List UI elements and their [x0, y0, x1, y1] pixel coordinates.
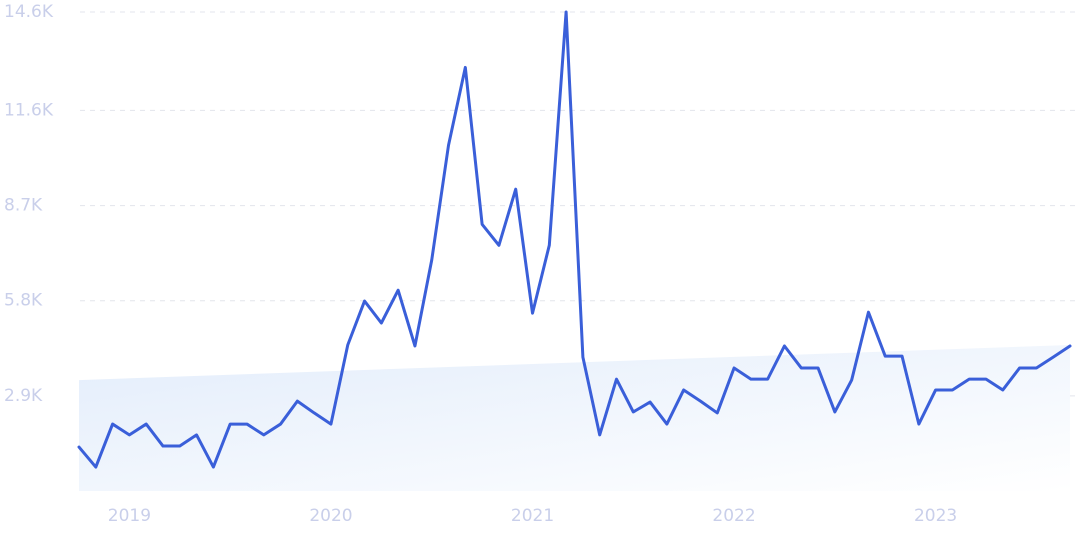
- x-tick-label: 2020: [309, 506, 352, 526]
- data-line: [77, 10, 1072, 469]
- y-tick-label: 2.9K: [4, 386, 43, 406]
- x-tick-label: 2023: [914, 506, 957, 526]
- x-tick-label: 2019: [108, 506, 151, 526]
- x-tick-label: 2022: [712, 506, 755, 526]
- y-tick-label: 14.6K: [4, 2, 54, 22]
- y-tick-label: 5.8K: [4, 291, 43, 311]
- x-tick-label: 2021: [511, 506, 554, 526]
- y-tick-label: 11.6K: [4, 100, 54, 120]
- y-tick-label: 8.7K: [4, 196, 43, 216]
